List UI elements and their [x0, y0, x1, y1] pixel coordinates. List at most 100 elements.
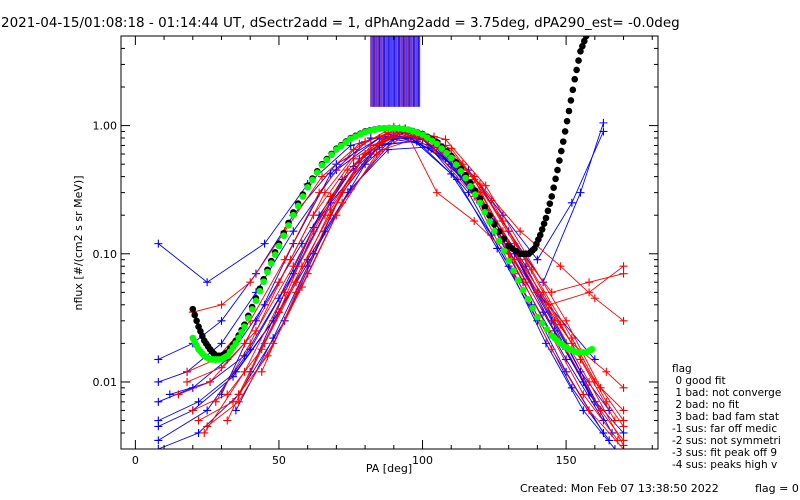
green-fit-point — [390, 124, 398, 132]
green-fit-point — [232, 340, 240, 347]
blue-data-point — [260, 239, 269, 248]
red-data-point — [567, 339, 576, 348]
blue-data-point — [217, 339, 226, 348]
green-fit-point — [476, 199, 484, 207]
green-fit-point — [588, 345, 596, 353]
red-data-point — [274, 278, 283, 287]
green-fit-point — [486, 218, 493, 226]
red-data-point — [240, 367, 249, 376]
red-data-point — [223, 416, 232, 425]
green-fit-point — [289, 211, 297, 219]
blue-data-point — [576, 188, 585, 197]
red-data-point — [194, 416, 203, 425]
legend-entry: -1 sus: far off medic — [672, 423, 777, 435]
green-fit-point — [313, 169, 321, 176]
blue-data-point — [165, 390, 174, 399]
green-fit-point — [510, 267, 517, 274]
black-fit-point — [495, 228, 503, 235]
red-data-point — [556, 320, 565, 329]
red-data-point — [338, 198, 347, 207]
green-fit-point — [245, 314, 252, 322]
blue-data-point — [231, 406, 240, 415]
blue-data-point — [203, 406, 212, 415]
red-data-point — [619, 262, 628, 271]
red-data-point — [590, 294, 599, 303]
green-fit-point — [376, 125, 383, 132]
green-fit-point — [271, 251, 279, 258]
green-fit-point — [309, 176, 316, 184]
red-data-point — [547, 345, 556, 354]
legend-entry: 1 bad: not converge — [672, 387, 781, 399]
red-data-point — [349, 145, 358, 154]
red-data-point — [183, 377, 192, 386]
red-data-point — [585, 278, 594, 287]
red-data-point — [585, 377, 594, 386]
red-series-line — [226, 134, 624, 421]
red-data-point — [289, 262, 298, 271]
x-tick-label: 100 — [412, 454, 433, 467]
red-data-point — [286, 255, 295, 264]
red-data-point — [550, 316, 559, 325]
y-tick-label: 1.00 — [93, 120, 118, 133]
black-fit-point — [558, 147, 565, 155]
black-fit-point — [546, 200, 554, 207]
red-data-point — [610, 416, 619, 425]
blue-data-point — [567, 198, 576, 207]
red-series-line — [192, 128, 624, 313]
black-fit-point — [565, 107, 573, 115]
blue-data-point — [332, 166, 341, 175]
black-fit-point — [582, 36, 590, 40]
green-fit-point — [505, 257, 512, 265]
green-fit-point — [294, 202, 302, 210]
red-data-point — [211, 397, 220, 406]
red-data-point — [297, 262, 306, 271]
green-fit-point — [260, 278, 267, 285]
red-data-point — [470, 217, 479, 226]
red-data-point — [246, 339, 255, 348]
green-fit-point — [333, 146, 340, 153]
red-data-point — [504, 249, 513, 258]
red-data-point — [217, 300, 226, 309]
y-tick-label: 0.01 — [93, 376, 118, 389]
green-fit-point — [280, 232, 288, 240]
legend-entry: -2 sus: not symmetri — [672, 435, 781, 447]
red-data-point — [432, 188, 441, 197]
blue-data-point — [154, 397, 163, 406]
red-data-point — [326, 211, 335, 220]
black-fit-point — [191, 311, 199, 319]
green-fit-point — [256, 287, 264, 295]
black-fit-point — [559, 138, 567, 145]
green-fit-point — [241, 323, 248, 330]
blue-data-point — [326, 169, 335, 178]
red-data-point — [174, 390, 183, 399]
green-fit-point — [457, 168, 465, 175]
red-data-point — [246, 278, 255, 287]
green-fit-point — [534, 313, 541, 321]
blue-data-point — [599, 127, 608, 136]
blue-data-point — [217, 316, 226, 325]
x-tick-label: 0 — [132, 454, 139, 467]
blue-series-line — [158, 134, 596, 360]
green-fit-point — [342, 139, 350, 146]
green-fit-point — [538, 320, 546, 327]
black-fit-point — [538, 226, 546, 233]
legend-entry: 3 bad: bad fam stat — [672, 411, 779, 423]
red-data-point — [378, 145, 387, 154]
red-data-point — [318, 172, 327, 181]
black-fit-point — [193, 317, 200, 325]
blue-data-point — [203, 278, 212, 287]
red-data-point — [274, 308, 283, 317]
blue-data-point — [154, 239, 163, 248]
x-axis-label: PA [deg] — [366, 462, 412, 475]
green-fit-point — [443, 149, 450, 157]
red-data-point — [516, 227, 525, 236]
red-data-point — [481, 181, 490, 190]
green-fit-point — [267, 260, 275, 267]
black-fit-point — [556, 157, 563, 164]
black-fit-point — [540, 220, 548, 228]
black-fit-point — [548, 193, 556, 200]
chart-title: 2021-04-15/01:08:18 - 01:14:44 UT, dSect… — [1, 15, 680, 31]
red-data-point — [206, 377, 215, 386]
red-series-line — [203, 129, 624, 446]
